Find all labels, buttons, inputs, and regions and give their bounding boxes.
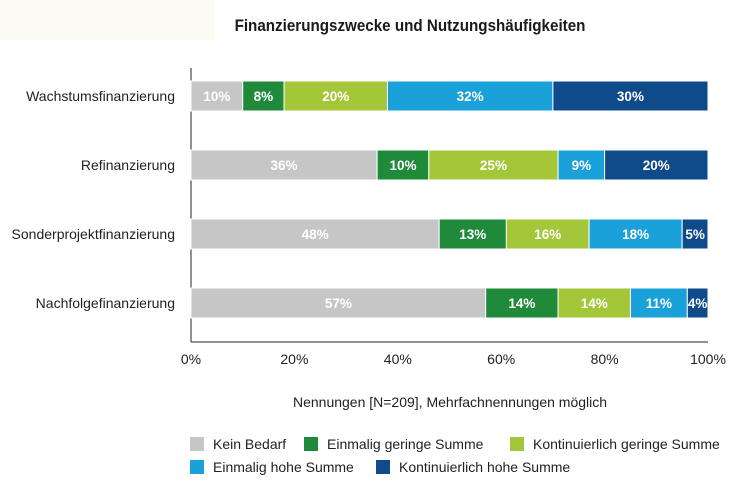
x-tick-label: 20%	[280, 351, 308, 367]
data-label: 36%	[271, 158, 298, 173]
bar-segment	[242, 80, 285, 112]
x-tick-label: 60%	[487, 351, 515, 367]
data-label: 5%	[685, 227, 705, 242]
bar-segment	[283, 80, 388, 112]
bar-segment	[485, 287, 559, 319]
data-label: 32%	[457, 89, 484, 104]
bar-segment	[629, 287, 688, 319]
category-label: Nachfolgefinanzierung	[36, 295, 175, 311]
data-label: 10%	[203, 89, 230, 104]
category-label: Sonderprojektfinanzierung	[12, 226, 175, 242]
data-label: 10%	[389, 158, 416, 173]
bar-segment	[428, 149, 559, 181]
data-label: 8%	[254, 89, 274, 104]
data-label: 57%	[325, 296, 352, 311]
x-tick-label: 40%	[384, 351, 412, 367]
data-label: 14%	[508, 296, 535, 311]
bar-segment	[681, 218, 709, 250]
category-label: Refinanzierung	[81, 157, 175, 173]
bar-segment	[505, 218, 590, 250]
bar-segment	[438, 218, 507, 250]
bar-segment	[190, 149, 378, 181]
category-label: Wachstumsfinanzierung	[26, 88, 175, 104]
x-tick-label: 100%	[690, 351, 726, 367]
data-label: 48%	[302, 227, 329, 242]
bar-segment	[686, 287, 709, 319]
data-label: 20%	[643, 158, 670, 173]
x-tick-label: 80%	[591, 351, 619, 367]
header-tint	[0, 0, 215, 40]
chart-title: Finanzierungszwecke und Nutzungshäufigke…	[234, 17, 586, 35]
data-label: 9%	[572, 158, 592, 173]
data-label: 4%	[688, 296, 708, 311]
data-label: 11%	[646, 296, 672, 311]
x-axis-title: Nennungen [N=209], Mehrfachnennungen mög…	[292, 394, 608, 410]
bar-segment	[376, 149, 430, 181]
data-label: 16%	[534, 227, 561, 242]
x-tick-label: 0%	[181, 351, 201, 367]
data-label: 25%	[480, 158, 507, 173]
data-label: 18%	[622, 227, 649, 242]
bar-segment	[604, 149, 709, 181]
bar-segment	[190, 218, 440, 250]
bar-segment	[190, 287, 487, 319]
data-label: 30%	[617, 89, 644, 104]
data-label: 14%	[581, 296, 608, 311]
bar-segment	[552, 80, 709, 112]
data-label: 13%	[459, 227, 486, 242]
data-label: 20%	[322, 89, 349, 104]
bar-segment	[557, 287, 631, 319]
bar-segment	[588, 218, 683, 250]
